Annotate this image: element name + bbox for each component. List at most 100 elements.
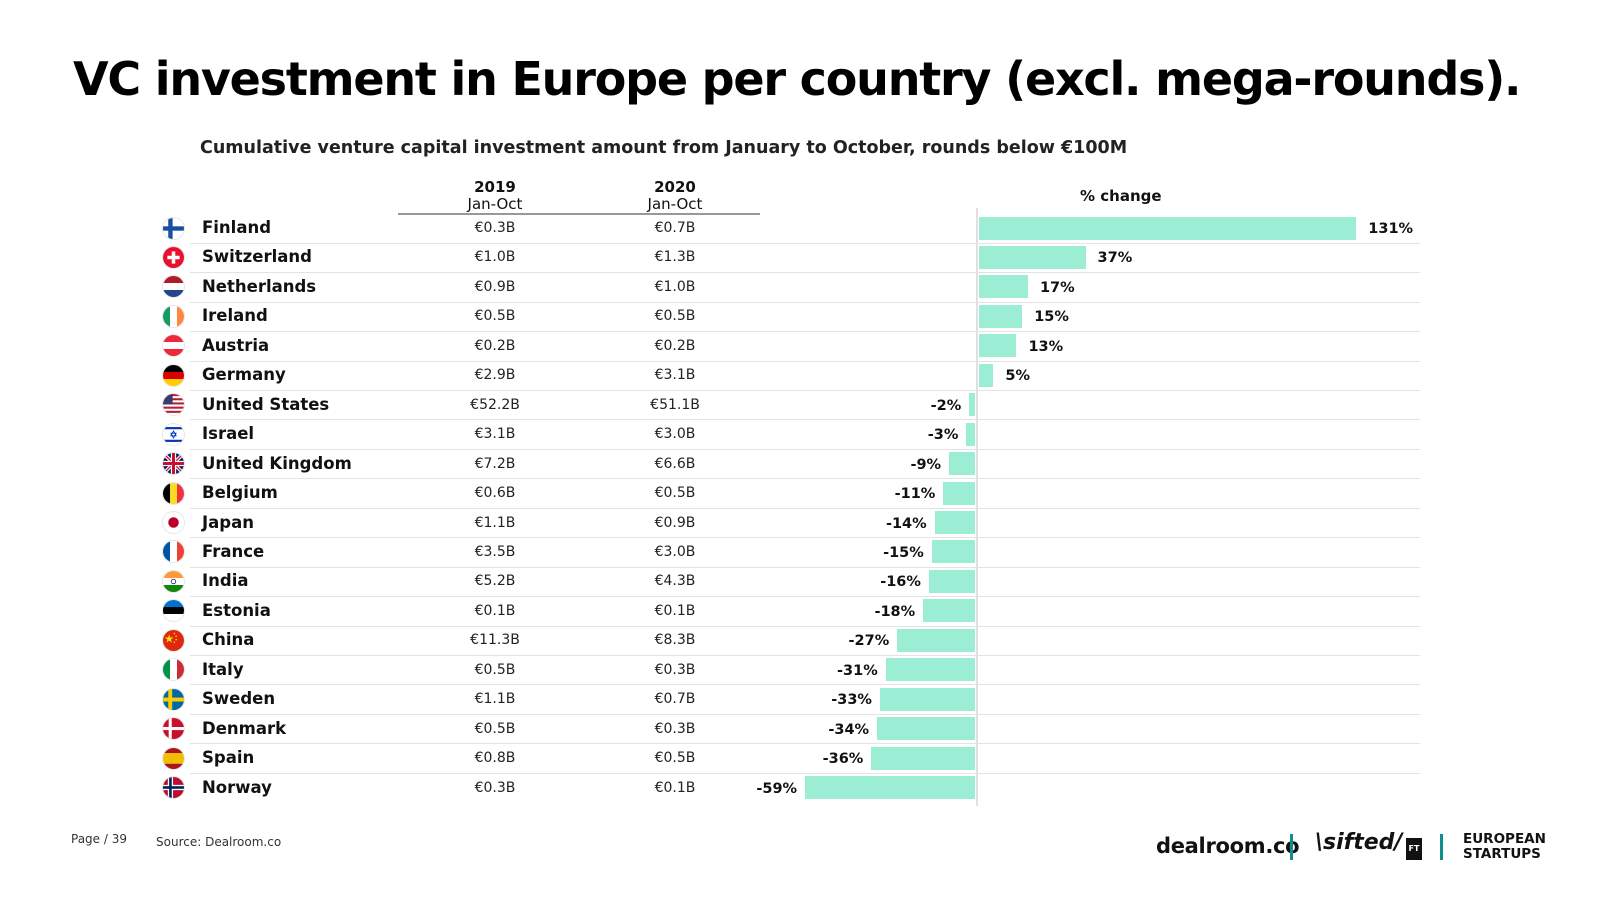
bar-ireland [979,304,1023,328]
country-label-ireland: Ireland [202,306,268,326]
row-divider [190,478,1420,480]
country-label-denmark: Denmark [202,718,287,738]
country-label-estonia: Estonia [202,600,271,620]
row-divider [190,566,1420,568]
value-2019-finland: €0.3B [474,220,516,236]
european-startups-logo-line1: EUROPEAN [1463,831,1546,847]
row-divider [190,743,1420,745]
bar-label-netherlands: 17% [1039,279,1075,296]
value-2020-spain: €0.5B [654,750,696,767]
finland-flag-icon [162,216,185,240]
value-2019-united-kingdom: €7.2B [474,455,516,472]
country-label-switzerland: Switzerland [202,247,312,267]
sweden-flag-icon [162,687,185,711]
column-header-2020-year: 2020 [654,178,696,196]
country-label-india: India [202,571,249,591]
bar-label-belgium: -11% [894,486,936,503]
bar-label-italy: -31% [837,662,878,679]
logo-separator [1440,834,1443,860]
sifted-logo: \sifted/ [1315,830,1403,855]
bar-label-israel: -3% [927,427,959,444]
ireland-flag-icon [162,304,185,328]
value-2019-denmark: €0.5B [474,720,516,737]
united-states-flag-icon [162,393,185,417]
value-2019-switzerland: €1.0B [474,249,516,266]
value-2020-germany: €3.1B [654,367,696,384]
value-2019-estonia: €0.1B [474,602,516,619]
logo-separator [1290,834,1293,860]
bar-label-japan: -14% [885,515,927,532]
value-2019-sweden: €1.1B [474,691,516,708]
france-flag-icon [162,540,185,564]
bar-denmark [877,717,975,741]
value-2020-norway: €0.1B [654,779,696,796]
bar-israel [966,422,975,446]
bar-germany [979,363,994,387]
row-divider [190,537,1420,539]
netherlands-flag-icon [162,275,185,299]
country-label-united-kingdom: United Kingdom [202,453,352,473]
bar-finland [979,216,1357,240]
row-divider [190,713,1420,715]
value-2020-netherlands: €1.0B [654,278,696,295]
row-divider [190,625,1420,627]
bar-japan [934,511,975,534]
column-header-2020-range: Jan-Oct [647,195,703,213]
value-2019-norway: €0.3B [474,779,516,796]
switzerland-flag-icon [162,245,185,269]
value-2020-ireland: €0.5B [654,308,696,325]
country-label-japan: Japan [202,512,254,532]
bar-china [897,628,975,652]
value-2019-japan: €1.1B [474,514,516,531]
india-flag-icon [162,569,185,593]
value-2020-austria: €0.2B [654,337,696,354]
estonia-flag-icon [162,599,185,623]
row-divider [190,596,1420,598]
country-label-belgium: Belgium [202,483,278,503]
country-label-italy: Italy [202,659,244,679]
bar-label-switzerland: 37% [1097,250,1133,267]
bar-label-estonia: -18% [874,603,916,620]
bar-estonia [923,599,975,623]
bar-france [931,540,975,564]
row-divider [190,301,1420,303]
bar-india [928,569,975,593]
value-2020-belgium: €0.5B [654,485,696,502]
bar-united-states [969,393,975,417]
row-divider [190,684,1420,686]
norway-flag-icon [162,776,185,800]
value-2020-italy: €0.3B [654,661,696,678]
bar-label-china: -27% [848,633,890,650]
bar-netherlands [979,275,1028,299]
european-startups-logo-line2: STARTUPS [1463,846,1541,862]
value-2020-denmark: €0.3B [654,720,696,737]
bar-switzerland [979,245,1086,269]
value-2019-austria: €0.2B [474,337,516,354]
country-label-france: France [202,541,265,561]
bar-united-kingdom [949,452,975,476]
value-2020-sweden: €0.7B [654,691,696,708]
row-divider [190,507,1420,509]
bar-label-united-kingdom: -9% [910,456,942,473]
ft-logo: FT [1406,838,1422,860]
value-2020-united-states: €51.1B [650,396,700,413]
country-label-united-states: United States [202,394,330,414]
value-2020-united-kingdom: €6.6B [654,455,696,472]
bar-label-spain: -36% [822,751,864,768]
page-title: VC investment in Europe per country (exc… [73,52,1522,106]
austria-flag-icon [162,334,185,358]
value-2019-united-states: €52.2B [470,396,520,413]
bar-label-finland: 131% [1368,221,1414,237]
bar-label-france: -15% [883,544,924,561]
row-divider [190,331,1420,333]
european-startups-logo: EUROPEAN STARTUPS [1463,832,1546,862]
value-2020-japan: €0.9B [654,514,696,531]
italy-flag-icon [162,658,185,682]
value-2019-india: €5.2B [474,573,516,590]
row-divider [190,772,1420,774]
bar-label-india: -16% [880,574,921,591]
value-2019-spain: €0.8B [474,750,516,767]
row-divider [190,655,1420,657]
row-divider [190,448,1420,450]
